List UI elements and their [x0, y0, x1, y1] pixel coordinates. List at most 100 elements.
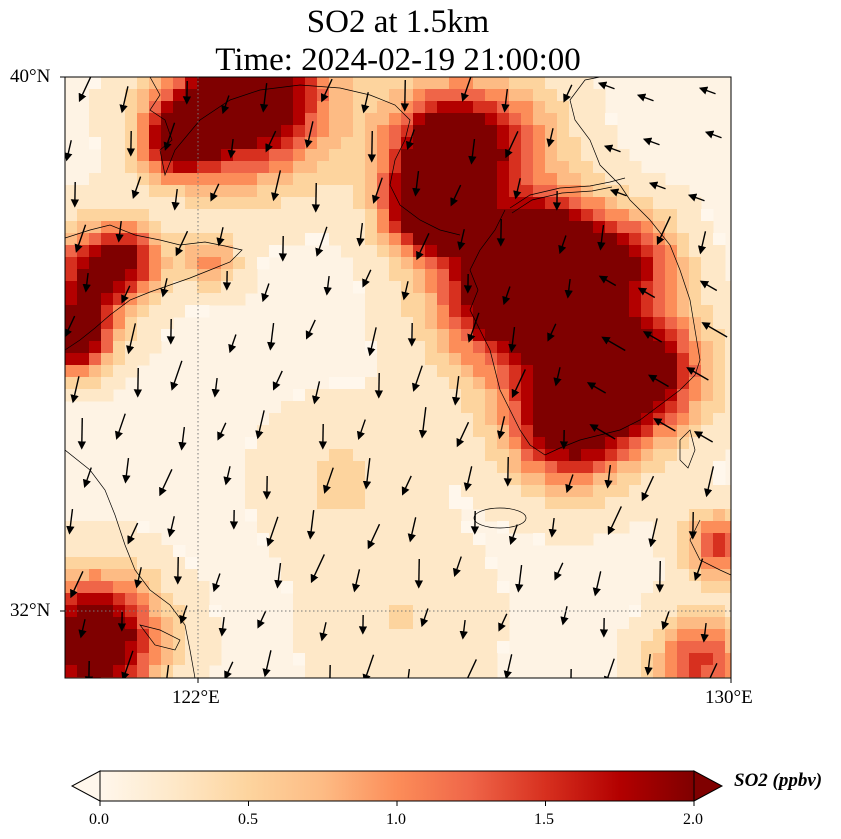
so2-cell: [449, 413, 462, 426]
wind-arrow: [311, 381, 321, 405]
so2-cell: [125, 161, 138, 174]
so2-cell: [449, 269, 462, 282]
so2-cell: [125, 257, 138, 270]
so2-cell: [377, 173, 390, 186]
so2-cell: [293, 221, 306, 234]
so2-cell: [725, 305, 731, 318]
so2-cell: [341, 677, 354, 678]
so2-cell: [209, 281, 222, 294]
so2-cell: [497, 617, 510, 630]
so2-cell: [569, 161, 582, 174]
so2-cell: [521, 353, 534, 366]
so2-cell: [65, 557, 78, 570]
so2-cell: [245, 125, 258, 138]
so2-cell: [413, 125, 426, 138]
so2-cell: [389, 521, 402, 534]
so2-cell: [437, 389, 450, 402]
so2-cell: [113, 569, 126, 582]
so2-cell: [509, 89, 522, 102]
so2-cell: [329, 221, 342, 234]
so2-cell: [665, 533, 678, 546]
so2-cell: [401, 401, 414, 414]
so2-cell: [329, 557, 342, 570]
so2-cell: [185, 149, 198, 162]
so2-cell: [65, 245, 78, 258]
so2-cell: [341, 437, 354, 450]
so2-cell: [377, 197, 390, 210]
so2-cell: [581, 233, 594, 246]
so2-cell: [713, 557, 726, 570]
so2-cell: [641, 389, 654, 402]
so2-cell: [593, 293, 606, 306]
so2-cell: [89, 293, 102, 306]
so2-cell: [437, 353, 450, 366]
so2-cell: [113, 125, 126, 138]
so2-cell: [245, 281, 258, 294]
so2-cell: [317, 509, 330, 522]
so2-cell: [317, 581, 330, 594]
so2-cell: [365, 521, 378, 534]
so2-cell: [581, 509, 594, 522]
so2-cell: [197, 245, 210, 258]
wind-arrow: [266, 516, 279, 547]
wind-arrow: [603, 144, 621, 153]
so2-cell: [521, 377, 534, 390]
so2-cell: [485, 401, 498, 414]
so2-cell: [401, 185, 414, 198]
so2-cell: [581, 113, 594, 126]
so2-cell: [437, 461, 450, 474]
so2-cell: [521, 509, 534, 522]
so2-cell: [125, 677, 138, 678]
so2-cell: [437, 569, 450, 582]
so2-cell: [377, 557, 390, 570]
so2-cell: [365, 581, 378, 594]
so2-cell: [509, 485, 522, 498]
so2-cell: [257, 509, 270, 522]
so2-cell: [641, 461, 654, 474]
so2-cell: [569, 401, 582, 414]
wind-arrow: [405, 129, 415, 151]
wind-arrow: [306, 510, 316, 540]
so2-cell: [173, 665, 186, 678]
so2-cell: [497, 281, 510, 294]
so2-cell: [725, 353, 731, 366]
so2-cell: [305, 473, 318, 486]
so2-cell: [641, 437, 654, 450]
so2-cell: [89, 245, 102, 258]
so2-cell: [629, 641, 642, 654]
so2-cell: [233, 113, 246, 126]
so2-cell: [161, 581, 174, 594]
so2-cell: [269, 77, 282, 90]
map-frame: [64, 76, 732, 679]
so2-cell: [293, 641, 306, 654]
so2-cell: [473, 485, 486, 498]
so2-cell: [209, 617, 222, 630]
so2-cell: [701, 461, 714, 474]
so2-cell: [257, 221, 270, 234]
so2-cell: [701, 449, 714, 462]
so2-cell: [293, 581, 306, 594]
so2-cell: [473, 137, 486, 150]
so2-cell: [77, 533, 90, 546]
so2-cell: [89, 605, 102, 618]
so2-cell: [689, 317, 702, 330]
so2-cell: [341, 593, 354, 606]
so2-cell: [581, 377, 594, 390]
so2-cell: [377, 101, 390, 114]
so2-cell: [353, 437, 366, 450]
so2-cell: [425, 149, 438, 162]
so2-cell: [557, 197, 570, 210]
so2-cell: [365, 185, 378, 198]
so2-cell: [653, 437, 666, 450]
so2-cell: [557, 269, 570, 282]
coastline-china-east: [65, 449, 196, 678]
so2-cell: [437, 77, 450, 90]
so2-cell: [521, 185, 534, 198]
so2-cell: [281, 461, 294, 474]
so2-cell: [377, 245, 390, 258]
so2-cell: [485, 557, 498, 570]
so2-cell: [581, 281, 594, 294]
so2-cell: [677, 389, 690, 402]
so2-cell: [497, 245, 510, 258]
so2-cell: [593, 485, 606, 498]
